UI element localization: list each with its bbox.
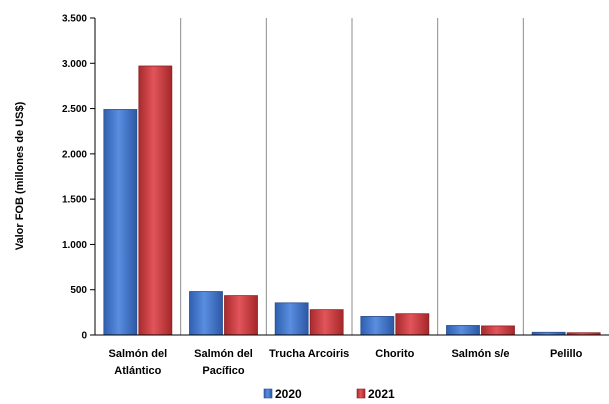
category-label: Salmón del Atlántico xyxy=(108,348,167,377)
category-label: Salmón del Pacífico xyxy=(194,348,253,377)
bar-2021 xyxy=(224,295,258,336)
bar-2021 xyxy=(395,313,430,336)
y-axis: 0 500 1.000 1.500 2.000 2.500 3.000 3.500 xyxy=(62,14,96,342)
legend-label-2020: 2020 xyxy=(275,387,302,401)
y-tick-label: 2.000 xyxy=(62,149,87,160)
legend: 2020 2021 xyxy=(263,387,395,401)
y-tick-label: 1.000 xyxy=(62,240,87,251)
category-label: Salmón s/e xyxy=(451,348,509,360)
y-tick-label: 3.500 xyxy=(62,14,87,25)
bars xyxy=(103,65,601,336)
bar-2020 xyxy=(189,291,223,336)
legend-swatch-2021 xyxy=(356,388,366,399)
y-tick-label: 500 xyxy=(70,285,87,296)
legend-label-2021: 2021 xyxy=(368,387,395,401)
bar-2020 xyxy=(274,302,309,336)
bar-2021 xyxy=(481,325,515,336)
bar-2021 xyxy=(138,65,173,336)
y-tick-label: 0 xyxy=(81,331,87,342)
bar-2020 xyxy=(103,109,138,336)
legend-swatch-2020 xyxy=(263,388,273,399)
x-axis: Salmón del Atlántico Salmón del Pacífico Tru… xyxy=(95,334,609,377)
category-label: Trucha Arcoiris xyxy=(269,348,349,360)
bar-2020 xyxy=(446,325,480,336)
bar-2021 xyxy=(309,309,344,336)
bar-2020 xyxy=(360,316,395,336)
y-axis-label: Valor FOB (millones de US$) xyxy=(14,101,26,250)
y-tick-label: 1.500 xyxy=(62,195,87,206)
category-label: Pelillo xyxy=(550,348,583,360)
grid-lines xyxy=(180,18,524,335)
y-tick-label: 2.500 xyxy=(62,104,87,115)
y-tick-label: 3.000 xyxy=(62,59,87,70)
category-label: Chorito xyxy=(375,348,414,360)
